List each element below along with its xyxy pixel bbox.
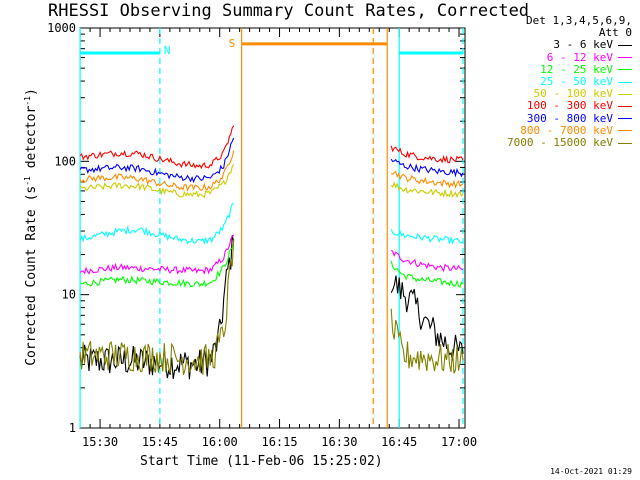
legend-swatch <box>618 81 632 83</box>
series-line-6-seg-2 <box>390 145 464 164</box>
legend-swatch <box>618 130 632 132</box>
series-line-6-seg-1 <box>79 125 235 170</box>
night-label: N <box>164 44 171 57</box>
y-axis-label-end: ) <box>24 88 40 97</box>
legend-swatch <box>618 45 632 46</box>
y-axis-label-mid: detector <box>24 105 40 177</box>
y-axis-label-main: Corrected Count Rate (s <box>24 185 40 366</box>
legend-entry-label: 300 - 800 keV <box>526 111 613 125</box>
legend-entry: 100 - 300 keV <box>507 100 632 112</box>
legend-swatch <box>618 93 632 95</box>
x-tick-label: 16:45 <box>381 435 417 449</box>
y-tick-label: 1000 <box>47 21 76 35</box>
legend-entry: 800 - 7000 keV <box>507 123 632 137</box>
series-line-3-seg-2 <box>390 260 464 289</box>
legend-swatch <box>618 106 632 108</box>
series-line-7-seg-2 <box>390 158 464 178</box>
x-tick-label: 15:45 <box>142 435 178 449</box>
series-line-7-seg-1 <box>79 137 235 184</box>
legend-entry: 6 - 12 keV <box>507 50 632 64</box>
series-line-4-seg-2 <box>390 229 464 245</box>
series-line-8-seg-1 <box>79 150 235 192</box>
legend-entry: 300 - 800 keV <box>507 111 632 125</box>
series-line-4-seg-1 <box>79 203 234 245</box>
legend-entry: 3 - 6 keV <box>507 39 632 51</box>
series-line-9-seg-2 <box>390 308 464 374</box>
y-axis-label-sup1: -1 <box>22 176 32 186</box>
x-tick-label: 16:15 <box>261 435 297 449</box>
x-axis-label: Start Time (11-Feb-06 15:25:02) <box>140 454 383 469</box>
series-line-9-seg-1 <box>79 239 235 375</box>
series-line-1-seg-2 <box>390 275 464 361</box>
y-axis-label: Corrected Count Rate (s-1 detector-1) <box>23 88 39 366</box>
legend-entry-label: 3 - 6 keV <box>553 38 613 52</box>
legend-entry: 12 - 25 keV <box>507 62 632 76</box>
y-tick-label: 10 <box>62 288 76 302</box>
legend-entry-label: 12 - 25 keV <box>540 62 613 76</box>
legend-entry: 50 - 100 keV <box>507 88 632 100</box>
legend-entry-label: 100 - 300 keV <box>526 99 613 113</box>
legend-entry: 25 - 50 keV <box>507 75 632 89</box>
timestamp: 14-Oct-2021 01:29 <box>550 467 632 476</box>
legend-entry-label: 800 - 7000 keV <box>520 123 613 137</box>
legend-swatch <box>618 57 632 59</box>
legend-swatch <box>618 118 632 120</box>
legend-swatch <box>618 142 632 144</box>
legend-entry-label: 25 - 50 keV <box>540 75 613 89</box>
legend-rows: 3 - 6 keV 6 - 12 keV 12 - 25 keV 25 - 50 ke… <box>507 39 632 149</box>
x-tick-label: 16:00 <box>202 435 238 449</box>
series-line-2-seg-2 <box>390 249 463 273</box>
x-tick-label: 16:30 <box>321 435 357 449</box>
legend-entry-label: 7000 - 15000 keV <box>507 136 613 150</box>
y-tick-label: 1 <box>69 421 76 435</box>
series-line-5-seg-2 <box>390 181 464 199</box>
series-line-8-seg-2 <box>390 170 464 190</box>
y-axis-label-sup2: -1 <box>22 96 32 106</box>
legend-header-2: Att 0 <box>598 26 632 40</box>
legend: Det 1,3,4,5,6,9, Att 0 3 - 6 keV 6 - 12 k… <box>507 14 632 149</box>
legend-entry-label: 50 - 100 keV <box>533 87 613 101</box>
y-tick-label: 100 <box>54 154 76 168</box>
chart-title: RHESSI Observing Summary Count Rates, Co… <box>48 1 530 21</box>
legend-header-1: Det 1,3,4,5,6,9, <box>526 14 632 27</box>
x-tick-label: 17:00 <box>441 435 477 449</box>
legend-swatch <box>618 69 632 71</box>
legend-entry: 7000 - 15000 keV <box>507 136 632 150</box>
series-line-5-seg-1 <box>79 164 235 199</box>
saa-label: S <box>229 37 236 50</box>
plot-area: 1 10 100 1000 15:30 15:45 16:00 16:15 16:30 16:45… <box>47 21 477 449</box>
legend-entry-label: 6 - 12 keV <box>546 50 613 64</box>
x-tick-label: 15:30 <box>82 435 118 449</box>
series-line-3-seg-1 <box>79 243 235 289</box>
series-line-2-seg-1 <box>79 234 235 275</box>
